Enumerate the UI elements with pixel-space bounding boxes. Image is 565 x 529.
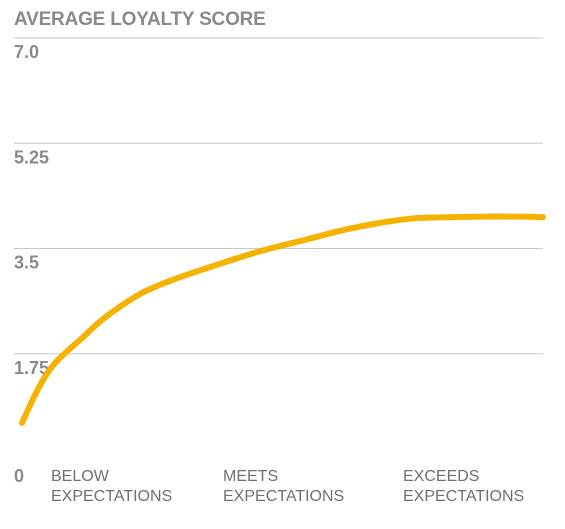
chart-title: AVERAGE LOYALTY SCORE	[14, 9, 266, 30]
x-tick-label-line: MEETS	[223, 468, 278, 485]
x-tick-label: BELOW EXPECTATIONS	[51, 468, 172, 505]
x-tick-label: EXCEEDS EXPECTATIONS	[403, 468, 524, 505]
x-tick-label-line: BELOW	[51, 468, 110, 485]
x-tick-label-line: EXPECTATIONS	[223, 488, 344, 505]
y-tick-label: 1.75	[14, 358, 49, 378]
x-tick-label-line: EXPECTATIONS	[403, 488, 524, 505]
y-tick-label: 3.5	[14, 253, 39, 273]
x-tick-label-line: EXPECTATIONS	[51, 488, 172, 505]
y-tick-label: 5.25	[14, 147, 49, 167]
y-axis-ticks: 0 1.75 3.5 5.25 7.0	[14, 42, 49, 486]
y-tick-label: 7.0	[14, 42, 39, 62]
x-tick-label: MEETS EXPECTATIONS	[223, 468, 344, 505]
x-tick-label-line: EXCEEDS	[403, 468, 479, 485]
series-layer	[19, 213, 546, 426]
series-line	[19, 213, 546, 426]
y-tick-label: 0	[14, 466, 24, 486]
grid-layer	[14, 37, 543, 355]
